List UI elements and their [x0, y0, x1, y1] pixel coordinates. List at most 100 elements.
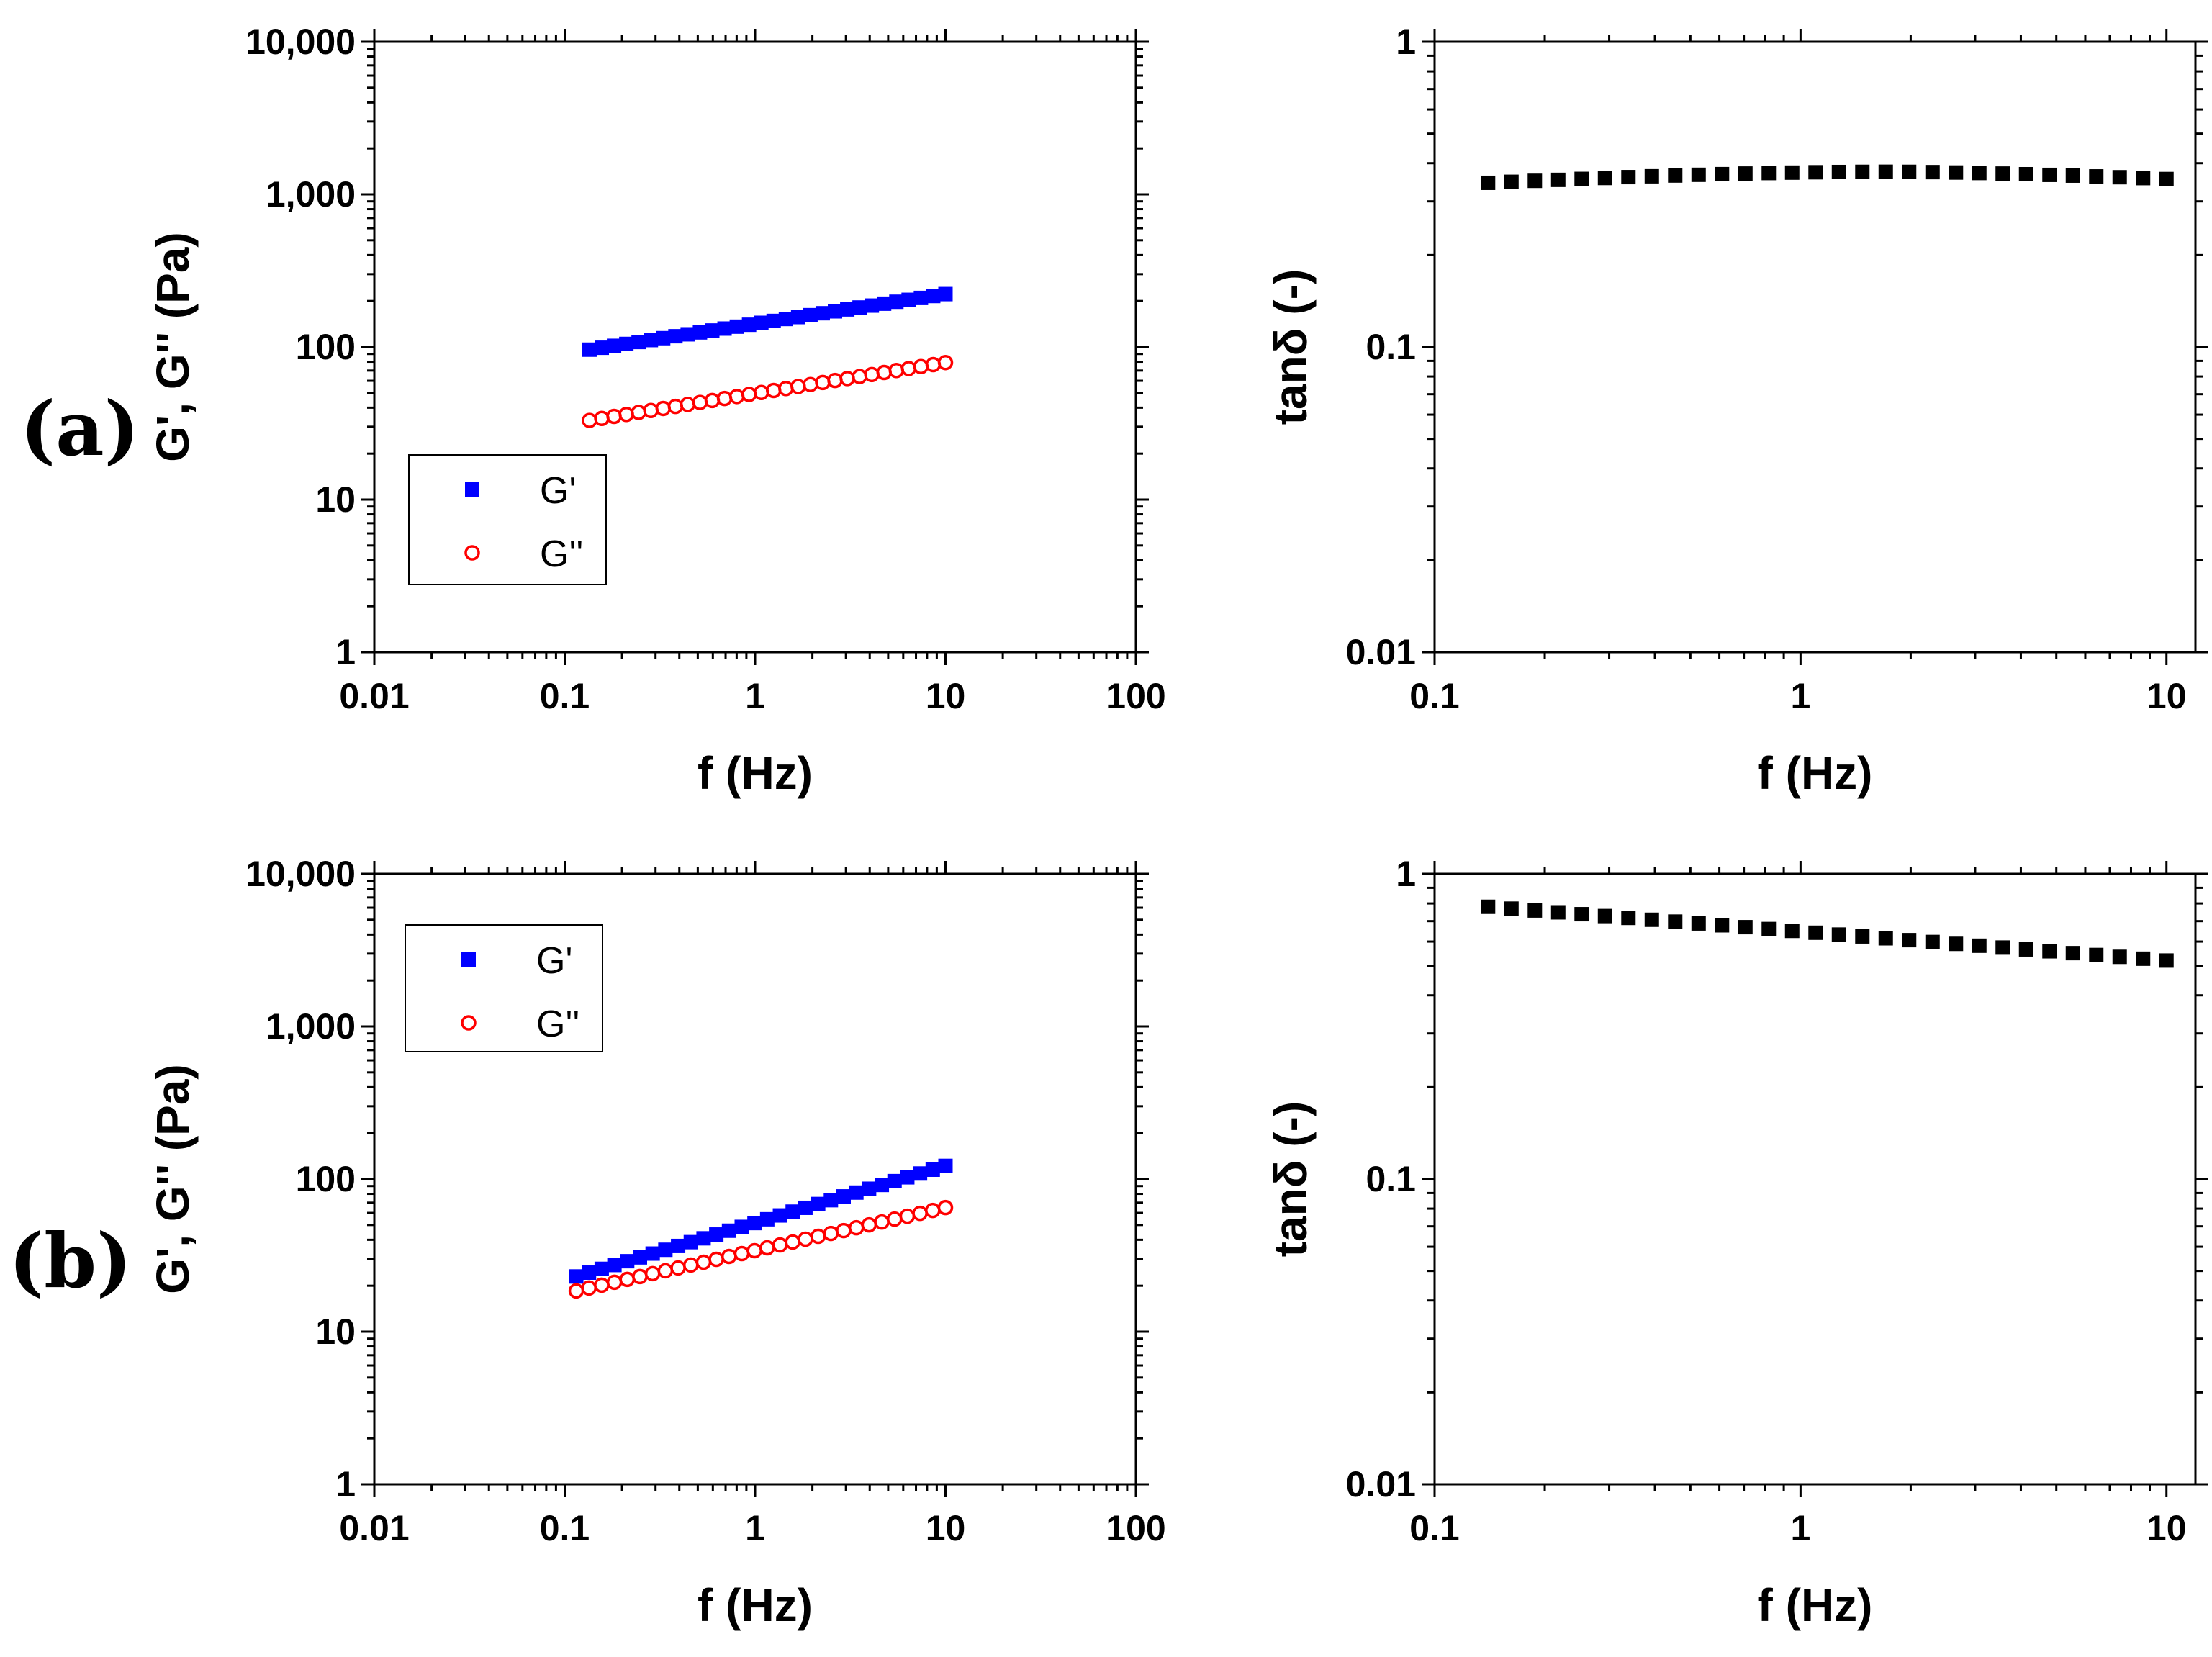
y-tick-label: 1: [1396, 854, 1416, 894]
data-point: [899, 1208, 916, 1224]
data-point: [2089, 169, 2104, 184]
x-tick-label: 1: [745, 676, 765, 716]
data-point: [2018, 942, 2033, 957]
data-point: [1550, 905, 1566, 920]
y-axis-title: G', G'' (Pa): [147, 1064, 199, 1293]
data-point: [1925, 165, 1940, 180]
data-point: [717, 321, 732, 336]
x-tick-label: 0.01: [339, 676, 409, 716]
y-axis-title: tanδ (-): [1265, 1101, 1317, 1258]
x-tick-label: 1: [1790, 676, 1810, 716]
x-tick-label: 0.1: [1409, 1508, 1460, 1548]
data-point: [594, 410, 610, 427]
data-point: [2159, 953, 2174, 968]
data-point: [657, 1263, 674, 1279]
x-tick-label: 0.1: [1409, 676, 1460, 716]
data-point: [1949, 936, 1964, 952]
data-point: [1784, 165, 1800, 180]
data-point: [607, 338, 622, 353]
data-point: [1597, 908, 1612, 924]
data-point: [798, 1200, 813, 1215]
data-point: [1972, 166, 1987, 181]
data-point: [937, 354, 954, 371]
data-point: [1668, 168, 1683, 183]
data-point: [1808, 925, 1823, 940]
data-point: [619, 336, 634, 351]
data-point: [1738, 166, 1753, 181]
data-point: [888, 363, 905, 379]
y-tick-label: 1,000: [266, 174, 356, 215]
data-point: [811, 1196, 826, 1211]
data-point: [2042, 167, 2057, 182]
chart-a-tandelta: 0.1 1 100.010.11f (Hz)tanδ (-): [1265, 22, 2208, 799]
legend-box: [405, 924, 603, 1052]
data-point: [1831, 927, 1846, 942]
y-tick-label: 10: [315, 479, 356, 520]
data-point: [785, 1204, 800, 1219]
y-tick-label: 0.1: [1365, 1159, 1416, 1199]
legend-box: [408, 454, 607, 585]
data-point: [875, 1178, 890, 1193]
data-point: [823, 1193, 839, 1208]
data-point: [861, 1216, 877, 1233]
data-point: [889, 294, 904, 310]
data-point: [1621, 911, 1636, 926]
data-point: [1925, 934, 1940, 949]
y-tick-label: 1,000: [266, 1006, 356, 1047]
data-point: [643, 402, 659, 418]
chart-a-moduli: 0.01 0.1 1 10 100 1 10 100 1,000 10,000 f (Hz) G', …: [147, 22, 1166, 799]
data-point: [874, 1214, 890, 1230]
data-point: [1972, 938, 1987, 953]
data-point: [721, 1248, 737, 1265]
y-axis-title: G', G'' (Pa): [147, 232, 199, 461]
data-point: [2065, 946, 2080, 961]
data-point: [1855, 164, 1870, 179]
y-tick-label: 0.1: [1365, 327, 1416, 367]
data-point: [1878, 931, 1893, 946]
data-point: [704, 392, 721, 409]
data-point: [815, 374, 831, 391]
data-point: [716, 390, 733, 407]
series-tan: [1481, 899, 2174, 968]
data-point: [680, 327, 695, 342]
data-point: [721, 1223, 736, 1238]
data-point: [2112, 170, 2127, 185]
data-point: [2018, 166, 2033, 181]
data-point: [828, 304, 843, 319]
data-point: [759, 1211, 775, 1227]
data-point: [2136, 171, 2151, 186]
data-point: [733, 1245, 750, 1262]
data-point: [692, 394, 708, 410]
legend-label: G'': [536, 1003, 579, 1045]
y-tick-label: 0.01: [1346, 632, 1416, 672]
x-tick-label: 0.01: [339, 1508, 409, 1548]
data-point: [680, 397, 696, 412]
data-point: [862, 1181, 877, 1196]
data-point: [1504, 174, 1519, 189]
data-point: [772, 1208, 787, 1223]
data-point: [1761, 166, 1777, 181]
data-point: [912, 1205, 928, 1222]
data-point: [877, 296, 892, 311]
data-point: [803, 376, 818, 392]
y-tick-label: 100: [296, 1159, 356, 1199]
x-tick-label: 0.1: [540, 676, 590, 716]
data-point: [886, 1211, 903, 1227]
data-point: [790, 310, 805, 325]
data-point: [581, 1280, 597, 1296]
legend: G' G'': [408, 454, 607, 585]
data-point: [839, 371, 855, 387]
data-point: [836, 1222, 852, 1239]
legend-marker: [465, 482, 479, 497]
y-tick-label: 10,000: [245, 22, 356, 62]
data-point: [1902, 164, 1917, 179]
data-point: [1738, 920, 1753, 935]
data-point: [1808, 165, 1823, 180]
panel-label-b: (b): [9, 1216, 132, 1305]
series-g: [582, 286, 953, 357]
data-point: [1691, 167, 1706, 182]
data-point: [619, 1271, 636, 1288]
plot-frame: [1433, 872, 2197, 1486]
